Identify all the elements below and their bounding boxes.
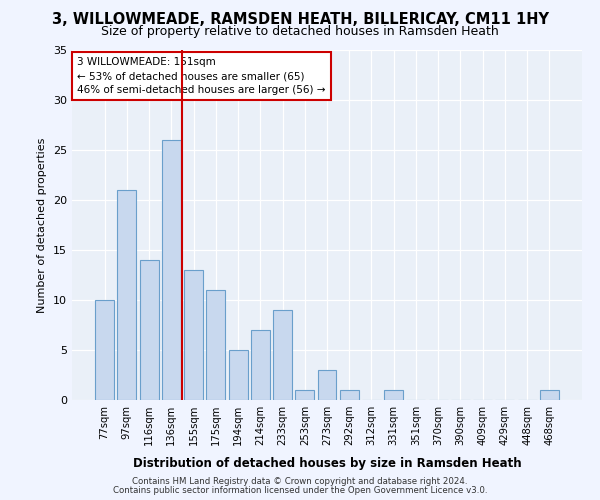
Bar [295, 390, 314, 400]
Bar [384, 390, 403, 400]
Text: 3 WILLOWMEADE: 151sqm
← 53% of detached houses are smaller (65)
46% of semi-deta: 3 WILLOWMEADE: 151sqm ← 53% of detached … [77, 57, 326, 95]
Text: 3, WILLOWMEADE, RAMSDEN HEATH, BILLERICAY, CM11 1HY: 3, WILLOWMEADE, RAMSDEN HEATH, BILLERICA… [52, 12, 548, 28]
Text: Contains public sector information licensed under the Open Government Licence v3: Contains public sector information licen… [113, 486, 487, 495]
Text: Distribution of detached houses by size in Ramsden Heath: Distribution of detached houses by size … [133, 458, 521, 470]
Bar [540, 390, 559, 400]
Bar [251, 330, 270, 400]
Bar [184, 270, 203, 400]
Bar [140, 260, 158, 400]
Bar [273, 310, 292, 400]
Bar [206, 290, 225, 400]
Bar [317, 370, 337, 400]
Bar [95, 300, 114, 400]
Bar [229, 350, 248, 400]
Text: Contains HM Land Registry data © Crown copyright and database right 2024.: Contains HM Land Registry data © Crown c… [132, 477, 468, 486]
Text: Size of property relative to detached houses in Ramsden Heath: Size of property relative to detached ho… [101, 25, 499, 38]
Bar [340, 390, 359, 400]
Bar [162, 140, 181, 400]
Bar [118, 190, 136, 400]
Y-axis label: Number of detached properties: Number of detached properties [37, 138, 47, 312]
